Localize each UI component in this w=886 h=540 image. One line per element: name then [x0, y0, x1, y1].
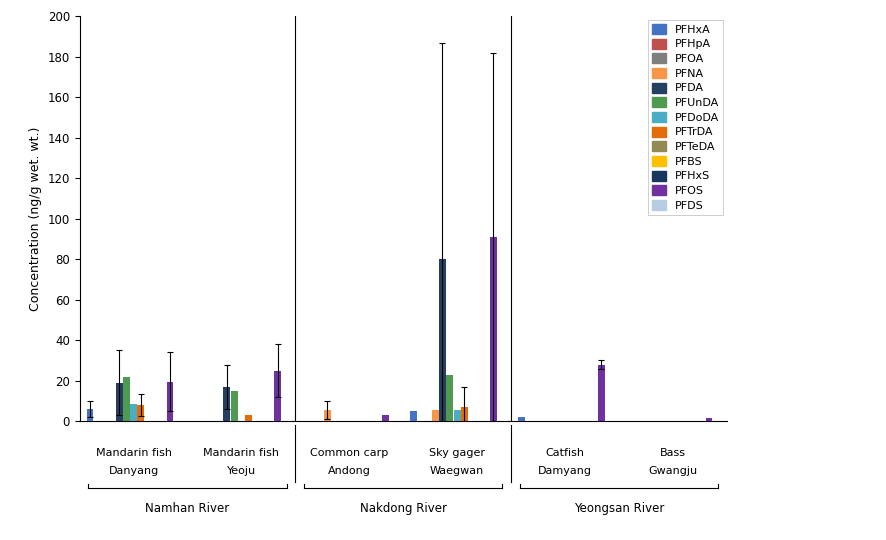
- Bar: [439, 259, 446, 421]
- Bar: [137, 405, 144, 421]
- Bar: [87, 409, 93, 421]
- Text: Waegwan: Waegwan: [430, 465, 484, 476]
- Bar: [454, 410, 461, 421]
- Bar: [130, 404, 137, 421]
- Y-axis label: Concentration (ng/g wet. wt.): Concentration (ng/g wet. wt.): [29, 126, 43, 311]
- Bar: [230, 391, 237, 421]
- Text: Damyang: Damyang: [538, 465, 592, 476]
- Bar: [324, 410, 330, 421]
- Text: Common carp: Common carp: [310, 448, 388, 457]
- Text: Nakdong River: Nakdong River: [360, 502, 447, 515]
- Text: Yeoju: Yeoju: [227, 465, 256, 476]
- Text: Namhan River: Namhan River: [145, 502, 229, 515]
- Bar: [517, 417, 525, 421]
- Text: Yeongsan River: Yeongsan River: [573, 502, 664, 515]
- Bar: [598, 364, 604, 421]
- Bar: [123, 377, 130, 421]
- Bar: [461, 407, 468, 421]
- Bar: [431, 410, 439, 421]
- Text: Mandarin fish: Mandarin fish: [204, 448, 279, 457]
- Text: Sky gager: Sky gager: [429, 448, 485, 457]
- Bar: [705, 418, 712, 421]
- Bar: [410, 411, 416, 421]
- Text: Andong: Andong: [328, 465, 370, 476]
- Text: Gwangju: Gwangju: [648, 465, 697, 476]
- Bar: [115, 383, 122, 421]
- Text: Mandarin fish: Mandarin fish: [96, 448, 172, 457]
- Bar: [167, 382, 174, 421]
- Bar: [490, 237, 497, 421]
- Bar: [245, 415, 253, 421]
- Text: Catfish: Catfish: [545, 448, 585, 457]
- Legend: PFHxA, PFHpA, PFOA, PFNA, PFDA, PFUnDA, PFDoDA, PFTrDA, PFTeDA, PFBS, PFHxS, PFO: PFHxA, PFHpA, PFOA, PFNA, PFDA, PFUnDA, …: [648, 19, 723, 215]
- Text: Danyang: Danyang: [108, 465, 159, 476]
- Bar: [382, 415, 389, 421]
- Bar: [223, 387, 230, 421]
- Bar: [447, 375, 454, 421]
- Text: Bass: Bass: [659, 448, 686, 457]
- Bar: [275, 370, 281, 421]
